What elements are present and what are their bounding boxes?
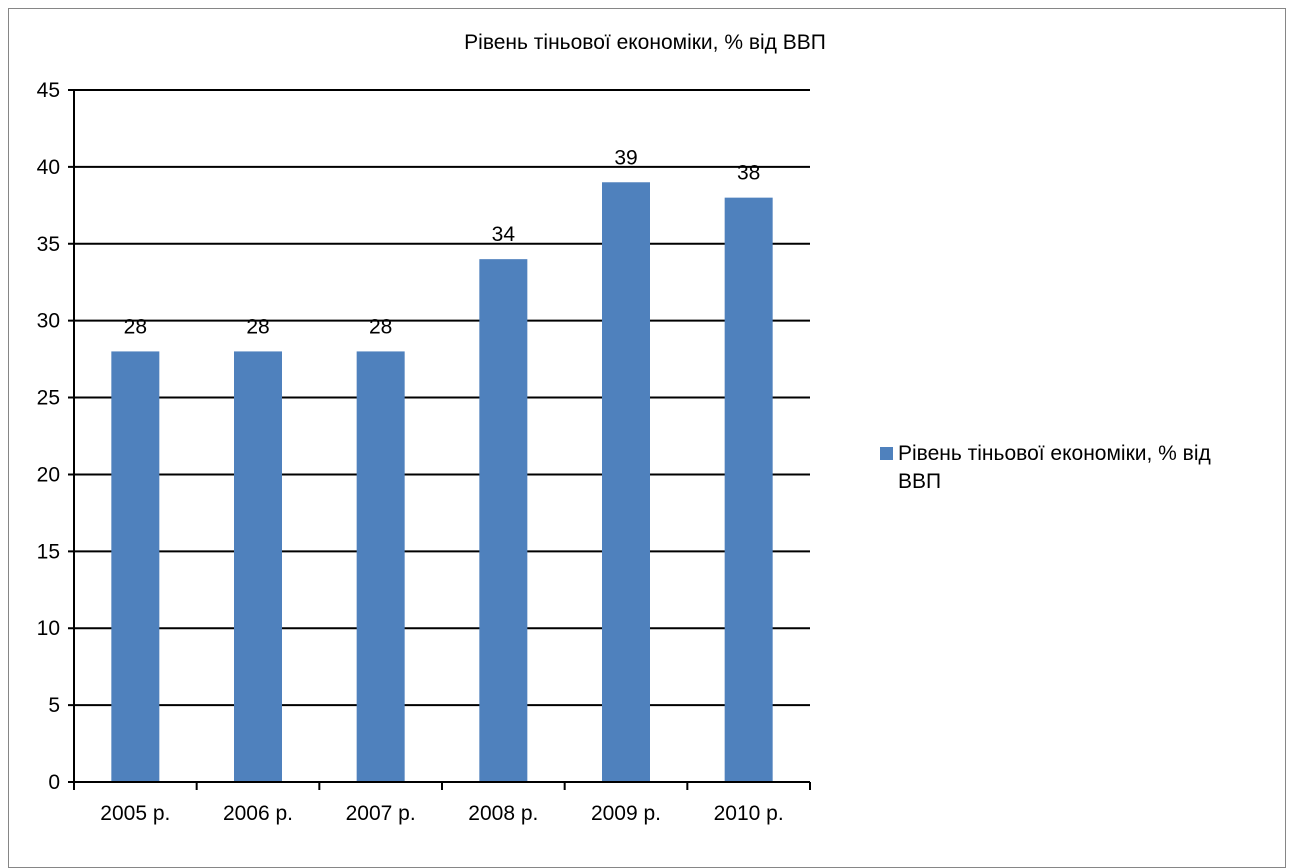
y-tick-label: 35	[37, 233, 60, 256]
bar	[111, 351, 160, 782]
data-label: 39	[614, 146, 637, 169]
bar	[602, 182, 650, 782]
chart-title: Рівень тіньової економіки, % від ВВП	[464, 31, 826, 54]
y-tick-label: 40	[37, 156, 60, 179]
y-tick-label: 25	[37, 387, 60, 410]
bar	[234, 351, 282, 782]
data-label: 28	[246, 315, 269, 338]
data-label: 28	[124, 315, 147, 338]
x-tick-label: 2010 р.	[714, 802, 784, 825]
y-tick-label: 0	[48, 771, 60, 794]
x-tick-label: 2008 р.	[468, 802, 538, 825]
legend: Рівень тіньової економіки, % від ВВП	[880, 440, 1238, 496]
data-label: 34	[492, 223, 516, 246]
x-tick-label: 2006 р.	[223, 802, 293, 825]
bar	[724, 197, 773, 783]
legend-label: Рівень тіньової економіки, % від ВВП	[898, 442, 1211, 493]
y-tick-label: 30	[37, 310, 60, 333]
y-tick-label: 10	[37, 617, 60, 640]
y-tick-label: 45	[37, 79, 60, 102]
data-label: 38	[737, 162, 760, 185]
x-tick-label: 2009 р.	[591, 802, 661, 825]
data-label: 28	[369, 315, 392, 338]
legend-swatch	[880, 447, 893, 460]
x-tick-label: 2005 р.	[100, 802, 170, 825]
y-tick-label: 20	[37, 463, 60, 486]
bar	[479, 259, 528, 783]
y-tick-label: 5	[48, 694, 60, 717]
y-tick-label: 15	[37, 540, 60, 563]
x-tick-label: 2007 р.	[346, 802, 416, 825]
bar	[356, 351, 405, 782]
bar-chart-plot: 0 5 10 15 20 25 30 35 40 45 28 28 28 34 39 38 2005 р. 200…	[37, 79, 811, 825]
